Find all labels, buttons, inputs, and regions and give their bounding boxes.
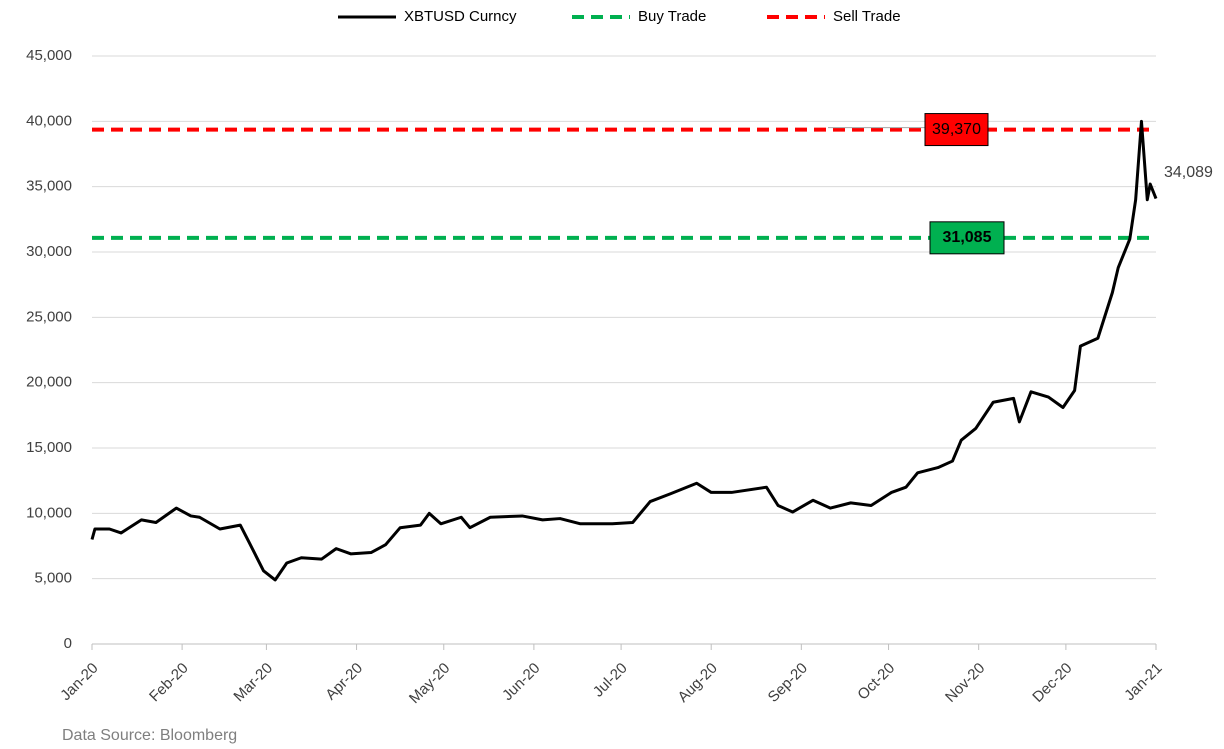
y-tick-label: 5,000 [34,570,72,587]
y-tick-label: 40,000 [26,112,72,129]
x-tick-label: Sep-20 [765,660,811,706]
y-tick-label: 35,000 [26,178,72,195]
x-tick-label: Nov-20 [942,660,988,706]
x-tick-label: Apr-20 [322,660,366,704]
x-tick-label: Jan-20 [57,660,101,704]
reference-label-box [924,113,989,147]
y-tick-label: 45,000 [26,47,72,64]
x-tick-label: Jun-20 [499,660,543,704]
x-tick-label: Oct-20 [854,660,898,704]
y-tick-label: 10,000 [26,504,72,521]
reference-label-box [929,221,1005,255]
price-line [90,119,1158,582]
y-tick-label: 25,000 [26,308,72,325]
y-tick-label: 0 [64,635,72,652]
legend-label: Buy Trade [638,8,706,25]
reference-label: 31,085 [943,229,992,246]
x-tick-label: Jan-21 [1121,660,1165,704]
y-tick-label: 20,000 [26,374,72,391]
reference-label: 39,370 [932,121,981,138]
source-note: Data Source: Bloomberg [62,727,237,744]
x-tick-label: Feb-20 [146,660,192,706]
x-tick-label: Aug-20 [675,660,721,706]
x-tick-label: Jul-20 [590,660,631,701]
x-tick-label: May-20 [406,660,453,707]
y-tick-label: 30,000 [26,243,72,260]
x-tick-label: Mar-20 [230,660,276,706]
last-value-label: 34,089 [1164,164,1213,181]
legend-label: Sell Trade [833,8,901,25]
legend-label: XBTUSD Curncy [404,8,517,25]
y-tick-label: 15,000 [26,439,72,456]
x-tick-label: Dec-20 [1029,660,1075,706]
